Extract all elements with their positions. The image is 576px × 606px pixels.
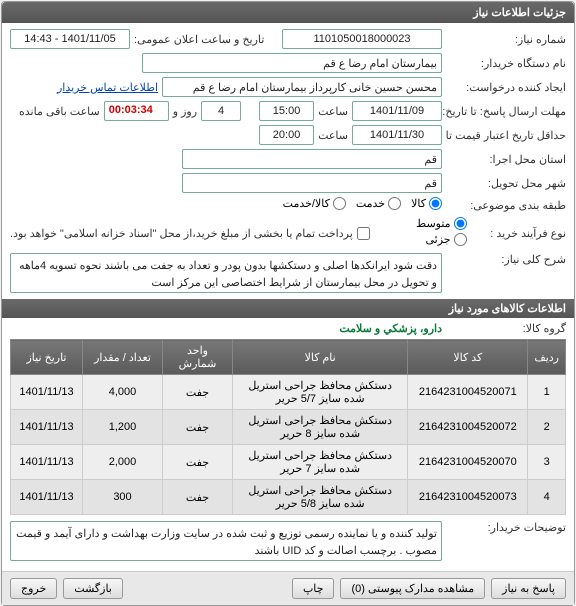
window-title: جزئیات اطلاعات نیاز (2, 2, 574, 23)
radio-purchase-متوسط[interactable]: متوسط (416, 217, 467, 230)
field-need-no: 1101050018000023 (282, 29, 442, 49)
table-cell: 4 (528, 480, 566, 515)
table-cell: 2164231004520070 (408, 445, 528, 480)
field-delivery-city: قم (182, 173, 442, 193)
label-exec-province: استان محل اجرا: (446, 153, 566, 166)
label-hour-1: ساعت (318, 105, 348, 118)
label-requester: ایجاد کننده درخواست: (446, 81, 566, 94)
label-general-desc: شرح کلی نیاز: (446, 253, 566, 266)
table-cell: جفت (163, 410, 233, 445)
checkbox-partial-pay[interactable] (357, 227, 370, 240)
table-row[interactable]: 42164231004520073دستكش محافظ جراحی استری… (11, 480, 566, 515)
table-cell: 3 (528, 445, 566, 480)
table-cell: 1401/11/13 (11, 480, 83, 515)
table-cell: جفت (163, 375, 233, 410)
exit-button[interactable]: خروج (10, 578, 57, 599)
radio-subject-کالا/خدمت[interactable]: کالا/خدمت (283, 197, 346, 210)
label-delivery-city: شهر محل تحویل: (446, 177, 566, 190)
table-cell: جفت (163, 480, 233, 515)
table-header: کد کالا (408, 340, 528, 375)
field-buyer-desc: تولید کننده و یا نماینده رسمی توزیع و ثب… (10, 521, 442, 561)
field-reply-days: 4 (201, 101, 241, 121)
field-requester: محسن حسین خانی کارپرداز بیمارستان امام ر… (162, 77, 442, 97)
table-cell: 1,200 (83, 410, 163, 445)
field-countdown: 00:03:34 (104, 101, 169, 121)
table-cell: جفت (163, 445, 233, 480)
field-general-desc: دقت شود ایرانکدها اصلی و دستکشها بدون پو… (10, 253, 442, 293)
label-remain: ساعت باقی مانده (19, 105, 100, 118)
radio-purchase-جزئی[interactable]: جزئی (425, 233, 466, 246)
table-header: تاریخ نیاز (11, 340, 83, 375)
label-need-no: شماره نیاز: (446, 33, 566, 46)
field-exec-province: قم (182, 149, 442, 169)
table-cell: دستكش محافظ جراحی استریل شده سایز 8 حریر (233, 410, 408, 445)
table-header: نام کالا (233, 340, 408, 375)
table-cell: 1401/11/13 (11, 375, 83, 410)
label-reply-deadline: مهلت ارسال پاسخ: تا تاریخ: (446, 105, 566, 118)
field-reply-date: 1401/11/09 (352, 101, 442, 121)
table-cell: 2 (528, 410, 566, 445)
back-button[interactable]: بازگشت (63, 578, 123, 599)
goods-table: ردیفکد کالانام کالاواحد شمارشتعداد / مقد… (10, 339, 566, 515)
table-row[interactable]: 22164231004520072دستكش محافظ جراحی استری… (11, 410, 566, 445)
label-hour-2: ساعت (318, 129, 348, 142)
table-cell: 2,000 (83, 445, 163, 480)
table-header: ردیف (528, 340, 566, 375)
field-reply-time: 15:00 (259, 101, 314, 121)
table-header: تعداد / مقدار (83, 340, 163, 375)
table-cell: 1401/11/13 (11, 410, 83, 445)
field-goods-group: دارو، پزشكي و سلامت (339, 322, 442, 335)
field-announce: 1401/11/05 - 14:43 (10, 29, 130, 49)
label-buyer: نام دستگاه خریدار: (446, 57, 566, 70)
table-cell: 300 (83, 480, 163, 515)
table-header: واحد شمارش (163, 340, 233, 375)
table-cell: 2164231004520073 (408, 480, 528, 515)
table-cell: دستكش محافظ جراحی استریل شده سایز 5/8 حر… (233, 480, 408, 515)
table-row[interactable]: 32164231004520070دستكش محافظ جراحی استری… (11, 445, 566, 480)
section-goods-header: اطلاعات کالاهای مورد نیاز (2, 299, 574, 318)
radio-subject-کالا[interactable]: کالا (411, 197, 442, 210)
label-goods-group: گروه کالا: (446, 322, 566, 335)
radio-group-purchase: متوسط جزئی (378, 217, 467, 249)
table-cell: دستكش محافظ جراحی استریل شده سایز 5/7 حر… (233, 375, 408, 410)
reply-button[interactable]: پاسخ به نیاز (491, 578, 566, 599)
table-cell: 2164231004520072 (408, 410, 528, 445)
label-partial-pay: پرداخت تمام یا بخشی از مبلغ خرید،از محل … (10, 227, 353, 240)
field-validity-date: 1401/11/30 (352, 125, 442, 145)
radio-group-subject: کالا خدمت کالا/خدمت (273, 197, 442, 213)
label-subject-class: طبقه بندی موضوعی: (446, 199, 566, 212)
view-attachments-button[interactable]: مشاهده مدارک پیوستی (0) (340, 578, 485, 599)
label-buyer-desc: توضیحات خریدار: (446, 521, 566, 534)
table-row[interactable]: 12164231004520071دستكش محافظ جراحی استری… (11, 375, 566, 410)
table-cell: 2164231004520071 (408, 375, 528, 410)
field-validity-time: 20:00 (259, 125, 314, 145)
label-purchase-type: نوع فرآیند خرید : (471, 227, 566, 240)
table-cell: 1 (528, 375, 566, 410)
radio-subject-خدمت[interactable]: خدمت (356, 197, 401, 210)
table-cell: 1401/11/13 (11, 445, 83, 480)
field-buyer: بیمارستان امام رضا ع قم (142, 53, 442, 73)
label-announce: تاریخ و ساعت اعلان عمومی: (134, 33, 264, 46)
print-button[interactable]: چاپ (292, 578, 335, 599)
label-validity: حداقل تاریخ اعتبار قیمت تا تاریخ: (446, 129, 566, 142)
link-contact-info[interactable]: اطلاعات تماس خریدار (57, 81, 158, 94)
table-cell: 4,000 (83, 375, 163, 410)
table-cell: دستكش محافظ جراحی استریل شده سایز 7 حریر (233, 445, 408, 480)
label-day-and: روز و (173, 105, 197, 118)
